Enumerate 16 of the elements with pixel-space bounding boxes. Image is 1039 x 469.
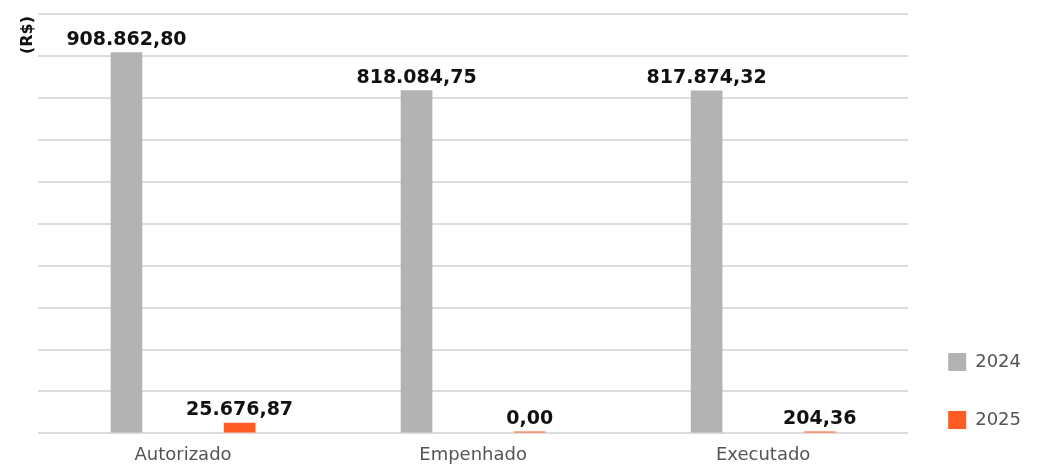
- bar: [110, 52, 143, 433]
- x-tick-label: Empenhado: [419, 442, 527, 464]
- x-tick-label: Executado: [715, 442, 811, 464]
- data-label: 204,36: [783, 405, 857, 428]
- data-label: 908.862,80: [66, 26, 187, 49]
- data-label: 817.874,32: [646, 64, 767, 87]
- data-label: 25.676,87: [186, 397, 294, 420]
- bar: [223, 422, 256, 433]
- legend-label: 2024: [975, 349, 1021, 371]
- bar: [690, 90, 723, 433]
- legend-label: 2025: [975, 407, 1021, 429]
- x-tick-label: Autorizado: [134, 442, 232, 464]
- data-label: 0,00: [506, 405, 554, 428]
- bar: [400, 90, 433, 433]
- y-axis-title: (R$): [17, 16, 37, 55]
- data-label: 818.084,75: [356, 64, 477, 87]
